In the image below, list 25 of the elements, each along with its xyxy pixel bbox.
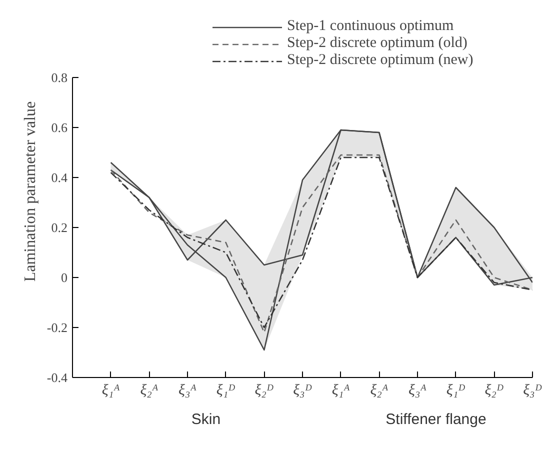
x-tick-label: ξ₁ᴰ	[446, 382, 466, 398]
x-tick-label: ξ₂ᴬ	[140, 382, 159, 398]
x-tick-label: ξ₁ᴰ	[216, 382, 236, 398]
x-tick-label: ξ₁ᴬ	[332, 382, 351, 398]
x-tick-label: ξ₃ᴬ	[178, 382, 198, 398]
y-tick-label: -0.2	[46, 320, 68, 335]
y-tick-label: 0.2	[51, 220, 68, 235]
y-tick-label: 0.8	[51, 70, 68, 85]
x-tick-label: ξ₂ᴰ	[484, 382, 504, 398]
legend-label: Step-2 discrete optimum (old)	[287, 35, 468, 52]
text: Skin	[191, 410, 221, 430]
legend-label: Step-2 discrete optimum (new)	[287, 52, 474, 69]
x-tick-label: ξ₂ᴰ	[254, 382, 274, 398]
text: Stiffener flange	[386, 410, 486, 430]
x-tick-label: ξ₂ᴬ	[370, 382, 389, 398]
y-tick-label: 0	[61, 270, 68, 285]
y-tick-label: 0.4	[51, 170, 68, 185]
y-tick-label: -0.4	[46, 370, 68, 385]
y-axis-title: Lamination parameter value	[22, 101, 39, 282]
x-tick-label: ξ₃ᴰ	[523, 382, 542, 398]
x-tick-label: ξ₃ᴬ	[408, 382, 428, 398]
x-tick-label: ξ₁ᴬ	[102, 382, 121, 398]
x-tick-label: ξ₃ᴰ	[293, 382, 312, 398]
legend-label: Step-1 continuous optimum	[287, 18, 454, 35]
y-tick-label: 0.6	[51, 120, 68, 135]
